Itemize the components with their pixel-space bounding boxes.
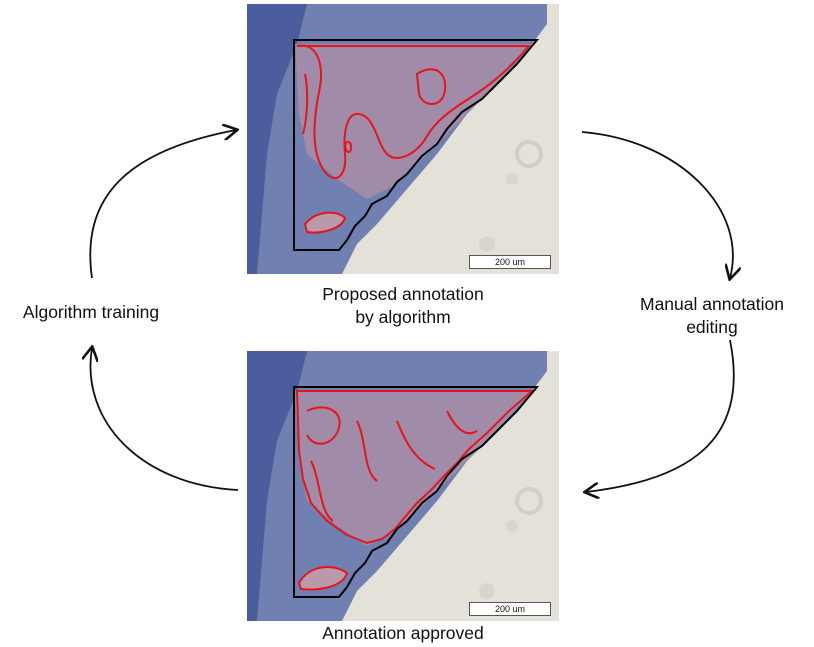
roi-boundary xyxy=(293,386,540,598)
arrow-manual-to-approved xyxy=(586,339,735,492)
scale-bar: 200 um xyxy=(469,255,551,269)
arrow-training-to-proposed xyxy=(89,130,236,279)
algorithm-annotation-outline xyxy=(296,44,532,179)
proposed-annotation-image: 200 um xyxy=(247,4,559,274)
caption-line: Annotation approved xyxy=(322,623,484,643)
approved-annotation-image: 200 um xyxy=(247,351,559,621)
roi-boundary xyxy=(293,39,540,251)
caption-proposed-annotation: Proposed annotation by algorithm xyxy=(250,283,556,329)
caption-line: Proposed annotation xyxy=(322,284,484,304)
caption-line: Manual annotation xyxy=(640,294,784,314)
caption-manual-editing: Manual annotation editing xyxy=(612,293,812,339)
caption-line: editing xyxy=(686,317,738,337)
arrow-approved-to-training xyxy=(90,348,239,491)
scale-bar: 200 um xyxy=(469,602,551,616)
caption-line: Algorithm training xyxy=(22,302,160,322)
arrow-proposed-to-manual xyxy=(581,131,733,278)
caption-algorithm-training: Algorithm training xyxy=(0,301,182,324)
caption-line: by algorithm xyxy=(355,307,451,327)
caption-annotation-approved: Annotation approved xyxy=(250,622,556,645)
edited-annotation-outline xyxy=(295,390,535,545)
